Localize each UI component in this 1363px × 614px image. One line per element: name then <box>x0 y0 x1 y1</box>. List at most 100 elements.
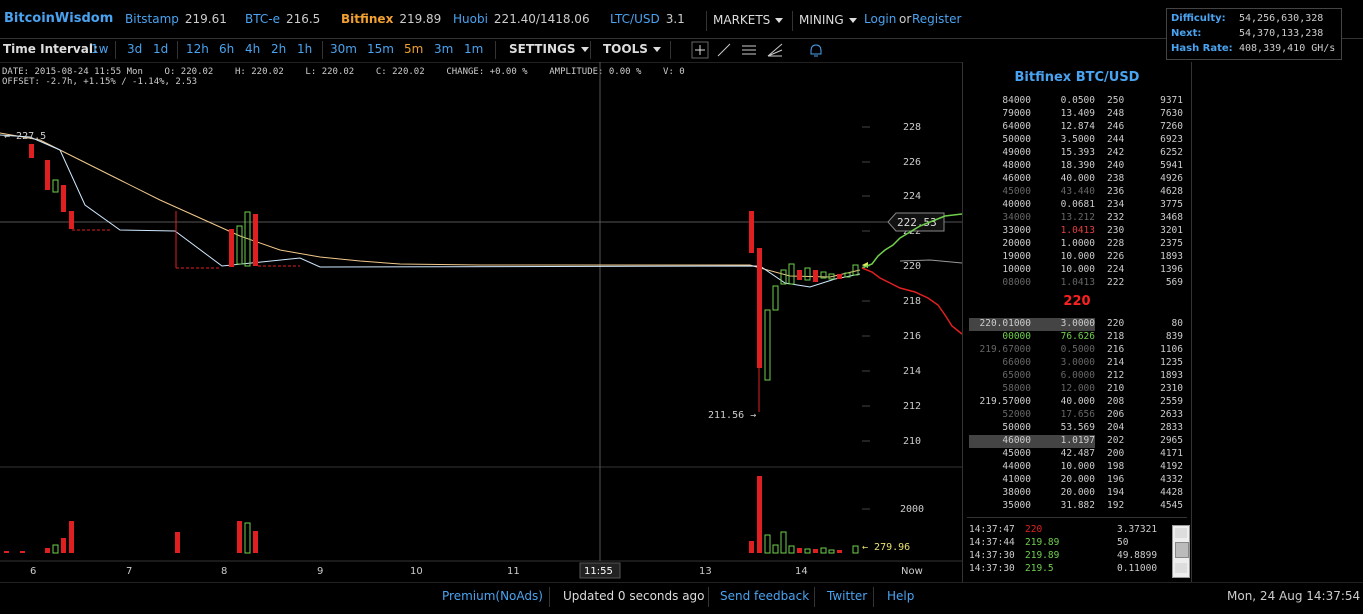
bid-row[interactable]: 65000 6.0000 212 1893 <box>969 370 1187 383</box>
bid-row[interactable]: 58000 12.000 210 2310 <box>969 383 1187 396</box>
settings-menu[interactable]: SETTINGS <box>509 42 589 56</box>
bid-row[interactable]: 35000 31.882 192 4545 <box>969 500 1187 513</box>
ask-row[interactable]: 50000 3.5000 244 6923 <box>969 134 1187 147</box>
market-bitstamp[interactable]: Bitstamp 219.61 <box>125 12 227 26</box>
ask-price: 46000 <box>1002 173 1031 184</box>
market-btce[interactable]: BTC-e 216.5 <box>245 12 320 26</box>
last-volume-value: 279.96 <box>874 542 910 553</box>
fan-tool-icon[interactable] <box>767 43 783 57</box>
market-price: 3.1 <box>665 12 685 26</box>
ask-amount: 0.0500 <box>1060 95 1095 106</box>
ask-row[interactable]: 79000 13.409 248 7630 <box>969 108 1187 121</box>
interval-1d[interactable]: 1d <box>153 42 169 56</box>
scroll-down-arrow[interactable] <box>1175 563 1187 573</box>
ask-row[interactable]: 08000 1.0413 222 569 <box>969 277 1187 290</box>
ask-row[interactable]: 33000 1.0413 230 3201 <box>969 225 1187 238</box>
ask-row[interactable]: 48000 18.390 240 5941 <box>969 160 1187 173</box>
crosshair-icon[interactable] <box>691 41 709 59</box>
interval-1h[interactable]: 1h <box>297 42 313 56</box>
recent-trades[interactable]: 14:37:47 220 3.37321 14:37:44 219.89 50 14:37:… <box>969 524 1173 578</box>
ask-row[interactable]: 84000 0.0500 250 9371 <box>969 95 1187 108</box>
interval-5m[interactable]: 5m <box>404 42 424 56</box>
bid-row[interactable]: 45000 42.487 200 4171 <box>969 448 1187 461</box>
ask-total: 9371 <box>1160 95 1183 106</box>
interval-1m[interactable]: 1m <box>464 42 484 56</box>
x-tick-crosshair: 11:55 <box>584 566 613 577</box>
interval-4h[interactable]: 4h <box>245 42 261 56</box>
x-tick: 11 <box>507 566 520 577</box>
ask-level: 224 <box>1107 264 1125 275</box>
bell-icon[interactable] <box>810 44 822 57</box>
interval-2h[interactable]: 2h <box>271 42 287 56</box>
price-axis: 228 226 224 222 220 218 216 214 212 210 … <box>862 122 924 515</box>
bid-row[interactable]: 50000 53.569 204 2833 <box>969 422 1187 435</box>
market-huobi[interactable]: Huobi 221.40/1418.06 <box>453 12 590 26</box>
interval-30m[interactable]: 30m <box>330 42 357 56</box>
ask-row[interactable]: 40000 0.0681 234 3775 <box>969 199 1187 212</box>
interval-3m[interactable]: 3m <box>434 42 454 56</box>
markets-menu[interactable]: MARKETS <box>706 11 789 31</box>
ask-total: 1396 <box>1160 264 1183 275</box>
bid-row[interactable]: 52000 17.656 206 2633 <box>969 409 1187 422</box>
scroll-thumb[interactable] <box>1175 542 1189 558</box>
interval-1w[interactable]: 1w <box>91 42 109 56</box>
premium-link[interactable]: Premium(NoAds) <box>442 589 543 603</box>
line-tool-icon[interactable] <box>717 43 731 57</box>
ask-row[interactable]: 10000 10.000 224 1396 <box>969 264 1187 277</box>
hashrate-label: Hash Rate: <box>1171 43 1233 54</box>
ask-amount: 18.390 <box>1060 160 1095 171</box>
tools-menu[interactable]: TOOLS <box>603 42 661 56</box>
interval-12h[interactable]: 12h <box>186 42 209 56</box>
trade-row: 14:37:44 219.89 50 <box>969 537 1173 550</box>
ask-amount: 40.000 <box>1060 173 1095 184</box>
ask-row[interactable]: 19000 10.000 226 1893 <box>969 251 1187 264</box>
interval-15m[interactable]: 15m <box>367 42 394 56</box>
bid-row[interactable]: 219.67000 0.5000 216 1106 <box>969 344 1187 357</box>
interval-6h[interactable]: 6h <box>219 42 235 56</box>
ask-level: 244 <box>1107 134 1125 145</box>
ask-row[interactable]: 49000 15.393 242 6252 <box>969 147 1187 160</box>
scroll-up-arrow[interactable] <box>1175 528 1187 538</box>
bid-total: 4545 <box>1160 500 1183 511</box>
feedback-link[interactable]: Send feedback <box>720 589 810 603</box>
market-bitfinex[interactable]: Bitfinex 219.89 <box>341 12 441 26</box>
twitter-link[interactable]: Twitter <box>827 589 868 603</box>
help-link[interactable]: Help <box>887 589 915 603</box>
login-link[interactable]: Login <box>864 12 897 26</box>
mining-menu[interactable]: MINING <box>792 11 863 31</box>
x-tick: 14 <box>795 566 808 577</box>
market-name: Bitstamp <box>125 12 179 26</box>
bid-row[interactable]: 46000 1.0197 202 2965 <box>969 435 1187 448</box>
bid-row[interactable]: 66000 3.0000 214 1235 <box>969 357 1187 370</box>
bid-row[interactable]: 44000 10.000 198 4192 <box>969 461 1187 474</box>
high-value: 227.5 <box>16 131 46 142</box>
register-link[interactable]: Register <box>912 12 962 26</box>
bid-row[interactable]: 00000 76.626 218 839 <box>969 331 1187 344</box>
volume-tick: 2000 <box>900 504 924 515</box>
interval-3d[interactable]: 3d <box>127 42 143 56</box>
horizontal-lines-icon[interactable] <box>742 45 756 55</box>
bid-level: 204 <box>1107 422 1125 433</box>
ask-row[interactable]: 46000 40.000 238 4926 <box>969 173 1187 186</box>
bid-row[interactable]: 219.57000 40.000 208 2559 <box>969 396 1187 409</box>
trades-scrollbar[interactable] <box>1172 525 1190 578</box>
trade-price: 219.89 <box>1025 537 1060 548</box>
trade-price: 219.5 <box>1025 563 1054 574</box>
ask-total: 4628 <box>1160 186 1183 197</box>
ask-row[interactable]: 20000 1.0000 228 2375 <box>969 238 1187 251</box>
divider <box>670 41 671 59</box>
bid-row[interactable]: 38000 20.000 194 4428 <box>969 487 1187 500</box>
bid-depth-line <box>861 213 962 269</box>
price-chart[interactable]: 228 226 224 222 220 218 216 214 212 210 … <box>0 62 962 582</box>
bid-row[interactable]: 41000 20.000 196 4332 <box>969 474 1187 487</box>
bid-row[interactable]: 220.01000 3.0000 220 80 <box>969 318 1187 331</box>
ask-row[interactable]: 45000 43.440 236 4628 <box>969 186 1187 199</box>
site-logo[interactable]: BitcoinWisdom <box>4 11 114 26</box>
bid-total: 80 <box>1171 318 1183 329</box>
market-ltcusd[interactable]: LTC/USD 3.1 <box>610 12 685 26</box>
ask-row[interactable]: 34000 13.212 232 3468 <box>969 212 1187 225</box>
ask-price: 34000 <box>1002 212 1031 223</box>
ask-row[interactable]: 64000 12.874 246 7260 <box>969 121 1187 134</box>
ask-level: 222 <box>1107 277 1125 288</box>
ma-orange <box>0 132 861 278</box>
